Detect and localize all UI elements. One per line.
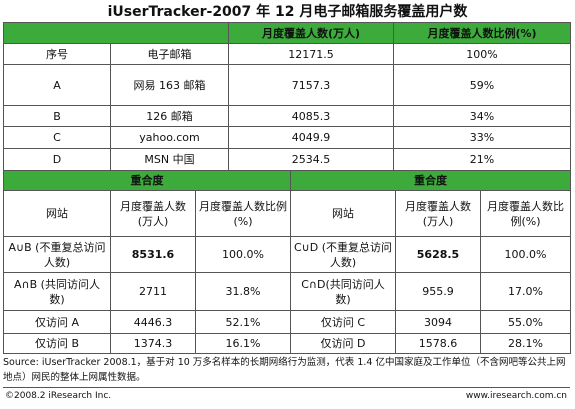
table-cell: 52.1% (195, 310, 291, 334)
table-cell: 126 邮箱 (110, 105, 229, 127)
table-cell: 100.0% (480, 236, 571, 273)
table-cell: 4049.9 (228, 126, 394, 149)
table-cell: 7157.3 (228, 64, 394, 106)
table-cell: MSN 中国 (110, 148, 229, 171)
table-cell: 仅访问 A (3, 310, 111, 334)
column-header: 月度覆盖人数比例(%) (480, 190, 571, 237)
table-cell: 电子邮箱 (110, 43, 229, 65)
title: iUserTracker-2007 年 12 月电子邮箱服务覆盖用户数 (107, 4, 468, 20)
table-cell: 2534.5 (228, 148, 394, 171)
table-cell: 4446.3 (110, 310, 196, 334)
table-cell: 5628.5 (395, 236, 481, 273)
column-header: 网站 (290, 190, 396, 237)
table-cell: 955.9 (395, 272, 481, 311)
table-cell: 网易 163 邮箱 (110, 64, 229, 106)
divider (3, 387, 570, 388)
table-cell: 8531.6 (110, 236, 196, 273)
table-cell: 序号 (3, 43, 111, 65)
table-cell: 59% (393, 64, 571, 106)
table-cell: 16.1% (195, 333, 291, 354)
table-cell: A∪B (不重复总访问人数) (3, 236, 111, 273)
website: www.iresearch.com.cn (465, 391, 567, 401)
table-cell: 仅访问 B (3, 333, 111, 354)
column-header: 月度覆盖人数(万人) (228, 22, 394, 44)
table-cell: D (3, 148, 111, 171)
table-cell: 21% (393, 148, 571, 171)
table-cell: 31.8% (195, 272, 291, 311)
table-cell: C∪D (不重复总访问人数) (290, 236, 396, 273)
column-header: 网站 (3, 190, 111, 237)
table-cell: 2711 (110, 272, 196, 311)
table-cell: 12171.5 (228, 43, 394, 65)
table-cell: 34% (393, 105, 571, 127)
table-cell: 17.0% (480, 272, 571, 311)
table-cell: A (3, 64, 111, 106)
table-cell: 仅访问 D (290, 333, 396, 354)
copyright: ©2008.2 iResearch Inc. (5, 391, 112, 401)
table-cell: yahoo.com (110, 126, 229, 149)
table-cell: C (3, 126, 111, 149)
column-header: 月度覆盖人数比例(%) (393, 22, 571, 44)
table-cell: 55.0% (480, 310, 571, 334)
group-header: 重合度 (290, 170, 571, 191)
source-note: Source: iUserTracker 2008.1，基于对 10 万多名样本… (3, 357, 566, 383)
table-cell: 4085.3 (228, 105, 394, 127)
table-cell: 100% (393, 43, 571, 65)
column-header: 月度覆盖人数(万人) (110, 190, 196, 237)
table-cell: B (3, 105, 111, 127)
header-blank (3, 22, 229, 44)
table-cell: 28.1% (480, 333, 571, 354)
table-cell: 仅访问 C (290, 310, 396, 334)
column-header: 月度覆盖人数(万人) (395, 190, 481, 237)
table-cell: 100.0% (195, 236, 291, 273)
table-cell: 1578.6 (395, 333, 481, 354)
table-cell: 33% (393, 126, 571, 149)
table-cell: A∩B (共同访问人数) (3, 272, 111, 311)
column-header: 月度覆盖人数比例(%) (195, 190, 291, 237)
table-cell: 1374.3 (110, 333, 196, 354)
group-header: 重合度 (3, 170, 291, 191)
table-cell: C∩D(共同访问人数) (290, 272, 396, 311)
table-cell: 3094 (395, 310, 481, 334)
